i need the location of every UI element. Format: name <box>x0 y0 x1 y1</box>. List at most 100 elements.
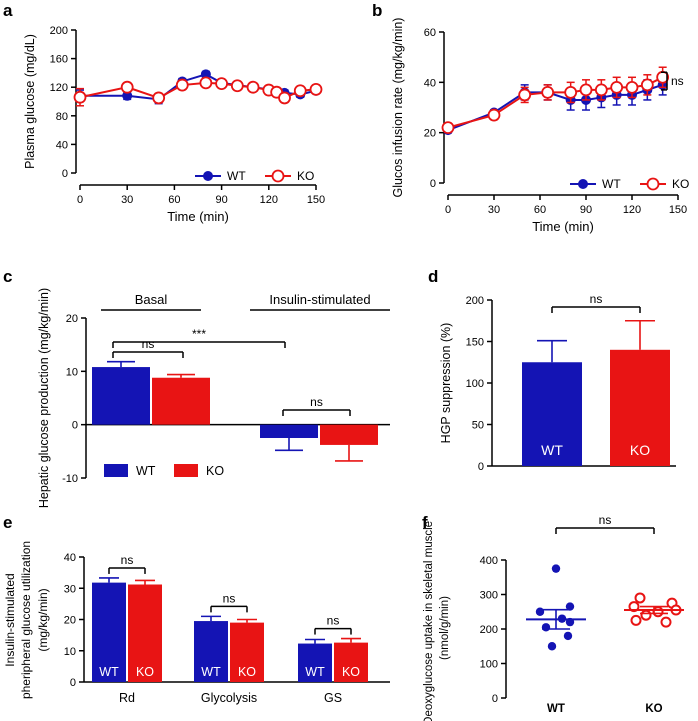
sig-gs-label: ns <box>327 614 340 628</box>
panel-b-y-tick-label: 20 <box>424 128 436 140</box>
panel-c-y-tick-label: -10 <box>62 473 78 485</box>
bar-wt <box>92 367 150 425</box>
data-point-ko <box>625 80 639 94</box>
data-point-ko <box>640 78 654 92</box>
panel-e-ylabel-line3: (mg/kg/min) <box>36 588 50 651</box>
bar-ko <box>610 349 670 466</box>
sig-d-label: ns <box>590 292 603 306</box>
panel-e-y-tick-label: 40 <box>64 552 76 564</box>
panel-b-x-tick-label: 0 <box>445 204 451 216</box>
dot-wt <box>535 607 545 616</box>
panel-label-b: b <box>372 1 382 20</box>
dot-wt <box>563 631 573 641</box>
panel-b-ylabel: Glucos infusion rate (mg/kg/min) <box>391 18 405 198</box>
bar-label-ko: KO <box>342 665 360 679</box>
bar-label-wt: WT <box>541 442 563 458</box>
data-point-ko <box>152 91 166 105</box>
group-label-0: Basal <box>135 292 168 307</box>
panel-c-y-tick-label: 20 <box>66 313 78 325</box>
panel-a-y-tick-label: 160 <box>50 54 68 66</box>
panel-a-y-tick-label: 120 <box>50 82 68 94</box>
bar-label-wt: WT <box>305 665 325 679</box>
panel-e-y-tick-label: 0 <box>70 677 76 689</box>
legend-marker-wt <box>203 171 213 181</box>
data-point-ko <box>175 78 189 92</box>
panel-b-y-tick-label: 60 <box>424 27 436 39</box>
panel-b-y-tick-label: 0 <box>430 178 436 190</box>
panel-a-x-tick-label: 30 <box>121 194 133 206</box>
bar-ko <box>320 424 378 445</box>
panel-b-x-tick-label: 60 <box>534 204 546 216</box>
data-point-ko <box>541 86 555 99</box>
data-point-ko <box>73 90 87 104</box>
data-point-wt <box>122 90 133 101</box>
category-label-rd: Rd <box>119 691 135 705</box>
panel-a-x-tick-label: 150 <box>307 194 325 206</box>
panel-label-e: e <box>3 513 12 532</box>
panel-e-y-tick-label: 10 <box>64 646 76 658</box>
panel-d-y-tick-label: 50 <box>472 420 484 432</box>
legend-label-wt: WT <box>227 169 246 183</box>
panel-d-y-tick-label: 200 <box>466 295 484 307</box>
panel-e-ylabel-line2: pheripheral glucose utilization <box>19 541 33 699</box>
panel-label-d: d <box>428 267 438 286</box>
dot-ko <box>634 592 646 604</box>
panel-e-y-tick-label: 30 <box>64 583 76 595</box>
legend-label-wt: WT <box>602 177 621 191</box>
legend-marker-wt <box>578 179 588 189</box>
panel-f-y-tick-label: 300 <box>480 590 498 602</box>
panel-c-y-tick-label: 0 <box>72 420 78 432</box>
panel-a-x-tick-label: 90 <box>215 194 227 206</box>
panel-a-y-tick-label: 0 <box>62 168 68 180</box>
panel-b-y-tick-label: 40 <box>424 77 436 89</box>
data-point-ko <box>199 76 213 90</box>
bar-label-ko: KO <box>136 665 154 679</box>
data-point-ko <box>215 77 229 91</box>
data-point-ko <box>441 121 455 135</box>
dot-wt <box>547 642 557 651</box>
panel-e-y-tick-label: 20 <box>64 615 76 627</box>
panel-label-f: f <box>422 513 428 532</box>
sig-basal-vs-insulin-label: *** <box>192 327 206 341</box>
panel-c-ylabel: Hepatic glucose production (mg/kg/min) <box>37 288 51 508</box>
data-point-ko <box>278 91 291 105</box>
data-point-ko <box>120 80 134 94</box>
bar-label-ko: KO <box>630 442 650 458</box>
bar-glycolysis-wt <box>194 621 228 682</box>
dot-ko <box>652 606 664 618</box>
legend-label-ko: KO <box>206 464 224 478</box>
panel-a-y-tick-label: 80 <box>56 111 68 123</box>
legend-marker-ko <box>271 169 285 183</box>
bar-gs-wt <box>298 643 332 682</box>
dot-wt <box>541 623 551 632</box>
panel-b-x-tick-label: 90 <box>580 204 592 216</box>
bar-gs-ko <box>334 642 368 682</box>
panel-label-a: a <box>3 1 13 20</box>
panel-b-x-tick-label: 150 <box>669 204 687 216</box>
sig-basal-label: ns <box>142 337 155 351</box>
panel-label-c: c <box>3 267 12 286</box>
panel-a-x-tick-label: 0 <box>77 194 83 206</box>
ns-label: ns <box>671 74 684 88</box>
panel-b-x-tick-label: 30 <box>488 204 500 216</box>
category-label-wt: WT <box>547 703 565 715</box>
data-point-ko <box>579 83 593 97</box>
legend-swatch-wt <box>104 464 128 477</box>
category-label-gs: GS <box>324 691 342 705</box>
panel-d-y-tick-label: 100 <box>466 378 484 390</box>
panel-a-y-tick-label: 40 <box>56 139 68 151</box>
data-point-ko <box>487 108 501 122</box>
sig-rd-label: ns <box>121 553 134 567</box>
bar-ko <box>152 377 210 425</box>
bar-label-wt: WT <box>201 665 221 679</box>
sig-glycolysis-label: ns <box>223 591 236 605</box>
data-point-ko <box>230 79 244 93</box>
legend-marker-ko <box>646 177 660 191</box>
panel-b-xlabel: Time (min) <box>532 219 594 234</box>
legend-swatch-ko <box>174 464 198 477</box>
bar-rd-wt <box>92 582 126 682</box>
panel-f-y-tick-label: 400 <box>480 555 498 567</box>
panel-a-x-tick-label: 120 <box>260 194 278 206</box>
panel-d-y-tick-label: 150 <box>466 337 484 349</box>
dot-ko <box>640 609 652 621</box>
